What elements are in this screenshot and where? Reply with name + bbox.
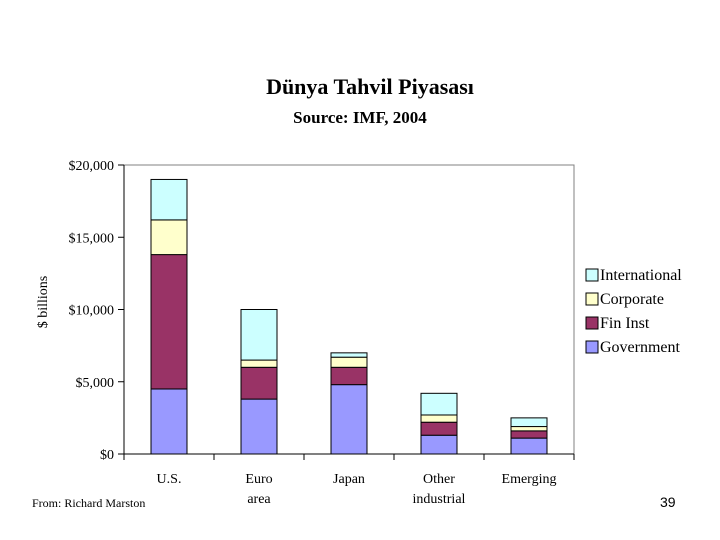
bar-segment xyxy=(150,388,188,455)
x-tick-label: Emerging xyxy=(502,472,557,487)
y-axis: $0 $5,000 $10,000 $15,000 $20,000 xyxy=(69,159,125,463)
legend-swatch xyxy=(585,316,599,330)
x-tick-label: Other xyxy=(423,472,455,487)
legend-swatch xyxy=(585,268,599,282)
x-tick-label: Euro xyxy=(245,472,272,487)
y-axis-label: $ billions xyxy=(36,276,51,329)
bar-segment xyxy=(420,434,458,455)
bar-segment xyxy=(150,219,188,256)
x-tick-label: Japan xyxy=(333,472,365,487)
bar-segment xyxy=(330,366,368,386)
legend: International Corporate Fin Inst Government xyxy=(578,263,694,359)
legend-label: Government xyxy=(600,339,681,356)
page-subtitle: Source: IMF, 2004 xyxy=(293,108,427,127)
legend-swatch xyxy=(585,340,599,354)
bar-segment xyxy=(330,352,368,358)
legend-swatch xyxy=(585,292,599,306)
y-tick-label: $5,000 xyxy=(76,376,115,391)
bar-segment xyxy=(240,398,278,455)
bar-segment xyxy=(240,309,278,361)
x-tick-label: area xyxy=(247,492,271,507)
bar-segment xyxy=(420,421,458,436)
page-number: 39 xyxy=(660,494,676,510)
y-tick-label: $15,000 xyxy=(69,231,115,246)
x-tick-label: U.S. xyxy=(157,472,182,487)
bar-segment xyxy=(150,178,188,221)
bar-segment xyxy=(510,430,548,439)
bar-segment xyxy=(240,366,278,400)
bar-segment xyxy=(510,437,548,455)
bar-segment xyxy=(330,384,368,455)
bar-segment xyxy=(240,359,278,368)
legend-label: Corporate xyxy=(600,291,664,308)
legend-label: International xyxy=(600,267,682,284)
bar-segment xyxy=(420,414,458,423)
y-tick-label: $10,000 xyxy=(69,304,115,319)
legend-label: Fin Inst xyxy=(600,315,650,332)
bar-segment xyxy=(420,392,458,416)
x-axis: U.S. Euro area Japan Other industrial Emerging xyxy=(123,453,575,507)
source-note: From: Richard Marston xyxy=(32,496,146,510)
bars xyxy=(150,178,548,455)
bar-segment xyxy=(150,254,188,390)
bar-segment xyxy=(510,417,548,428)
y-tick-label: $0 xyxy=(100,448,114,463)
page-title: Dünya Tahvil Piyasası xyxy=(266,74,474,99)
y-tick-label: $20,000 xyxy=(69,159,115,174)
bar-segment xyxy=(330,356,368,368)
x-tick-label: industrial xyxy=(413,492,466,507)
bar-segment xyxy=(510,426,548,432)
